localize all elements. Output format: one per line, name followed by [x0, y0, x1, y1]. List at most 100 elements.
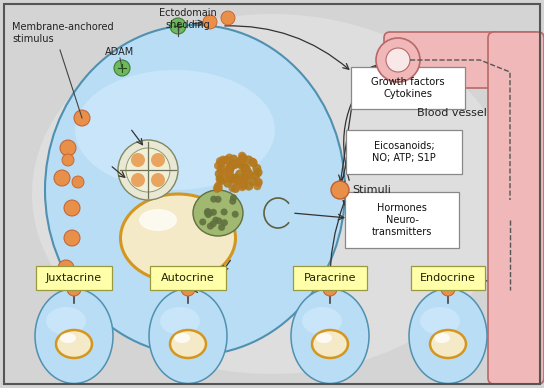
Circle shape — [221, 219, 228, 226]
Ellipse shape — [420, 307, 460, 335]
Ellipse shape — [121, 194, 236, 282]
Circle shape — [204, 209, 211, 216]
Ellipse shape — [170, 330, 206, 358]
Ellipse shape — [312, 330, 348, 358]
Circle shape — [214, 196, 221, 203]
Circle shape — [253, 162, 262, 171]
Ellipse shape — [46, 307, 86, 335]
Circle shape — [210, 196, 217, 203]
Circle shape — [238, 183, 246, 191]
Circle shape — [170, 18, 186, 34]
Circle shape — [181, 282, 195, 296]
Circle shape — [255, 178, 263, 186]
Circle shape — [131, 173, 145, 187]
Circle shape — [245, 153, 255, 162]
Circle shape — [240, 175, 249, 184]
FancyBboxPatch shape — [345, 192, 459, 248]
Circle shape — [236, 157, 244, 165]
Circle shape — [238, 175, 246, 184]
Circle shape — [239, 155, 247, 163]
Circle shape — [64, 230, 80, 246]
Text: Growth factors
Cytokines: Growth factors Cytokines — [371, 77, 445, 99]
Text: Endocrine: Endocrine — [420, 273, 476, 283]
Bar — [494, 38, 538, 88]
Circle shape — [225, 154, 233, 161]
Circle shape — [131, 153, 145, 167]
Circle shape — [228, 160, 237, 169]
Circle shape — [249, 179, 258, 188]
Circle shape — [238, 152, 246, 160]
Circle shape — [214, 163, 223, 172]
Circle shape — [243, 163, 252, 172]
Circle shape — [74, 110, 90, 126]
Text: Membrane-anchored
stimulus: Membrane-anchored stimulus — [12, 22, 114, 44]
Ellipse shape — [193, 190, 243, 236]
Circle shape — [72, 176, 84, 188]
Circle shape — [214, 181, 222, 189]
Circle shape — [226, 162, 235, 171]
Circle shape — [232, 211, 239, 218]
Ellipse shape — [60, 333, 76, 343]
Ellipse shape — [75, 70, 275, 190]
Circle shape — [243, 164, 252, 173]
Circle shape — [220, 208, 227, 215]
Circle shape — [215, 173, 225, 182]
Text: ADAM: ADAM — [105, 47, 134, 57]
Circle shape — [231, 175, 240, 184]
Circle shape — [244, 171, 252, 180]
Text: Ectodomain
shedding: Ectodomain shedding — [159, 8, 217, 30]
Circle shape — [230, 183, 239, 192]
Circle shape — [225, 171, 234, 180]
Circle shape — [215, 170, 224, 178]
Circle shape — [239, 174, 249, 183]
Circle shape — [213, 183, 221, 191]
Circle shape — [215, 184, 223, 192]
Circle shape — [206, 210, 213, 217]
Text: Hormones
Neuro-
transmitters: Hormones Neuro- transmitters — [372, 203, 432, 237]
Circle shape — [231, 162, 240, 171]
Circle shape — [219, 156, 227, 164]
Circle shape — [242, 170, 251, 179]
Circle shape — [210, 209, 217, 216]
Text: Blood vessel: Blood vessel — [417, 108, 487, 118]
Circle shape — [236, 151, 244, 160]
Ellipse shape — [56, 330, 92, 358]
Circle shape — [217, 159, 226, 168]
Ellipse shape — [174, 333, 190, 343]
FancyBboxPatch shape — [351, 67, 465, 109]
Text: Autocrine: Autocrine — [161, 273, 215, 283]
Ellipse shape — [45, 25, 345, 355]
Ellipse shape — [316, 333, 332, 343]
FancyBboxPatch shape — [150, 266, 226, 290]
Ellipse shape — [149, 289, 227, 383]
Circle shape — [221, 11, 235, 25]
Ellipse shape — [409, 289, 487, 383]
Circle shape — [62, 154, 74, 166]
Circle shape — [244, 169, 253, 178]
Circle shape — [221, 168, 229, 177]
Circle shape — [228, 153, 238, 162]
Circle shape — [60, 140, 76, 156]
Circle shape — [204, 208, 211, 215]
Circle shape — [216, 157, 224, 165]
Circle shape — [245, 178, 254, 188]
FancyBboxPatch shape — [411, 266, 485, 290]
Circle shape — [209, 220, 217, 227]
FancyBboxPatch shape — [36, 266, 112, 290]
Circle shape — [331, 181, 349, 199]
Circle shape — [221, 154, 231, 163]
Circle shape — [64, 200, 80, 216]
Circle shape — [203, 15, 217, 29]
Circle shape — [323, 282, 337, 296]
Circle shape — [228, 175, 237, 184]
Circle shape — [255, 179, 263, 187]
Ellipse shape — [139, 209, 177, 231]
Ellipse shape — [302, 307, 342, 335]
Circle shape — [205, 211, 212, 218]
Circle shape — [255, 166, 264, 175]
Circle shape — [232, 166, 241, 175]
Circle shape — [219, 175, 227, 184]
Ellipse shape — [35, 289, 113, 383]
Circle shape — [223, 179, 232, 188]
Circle shape — [151, 153, 165, 167]
